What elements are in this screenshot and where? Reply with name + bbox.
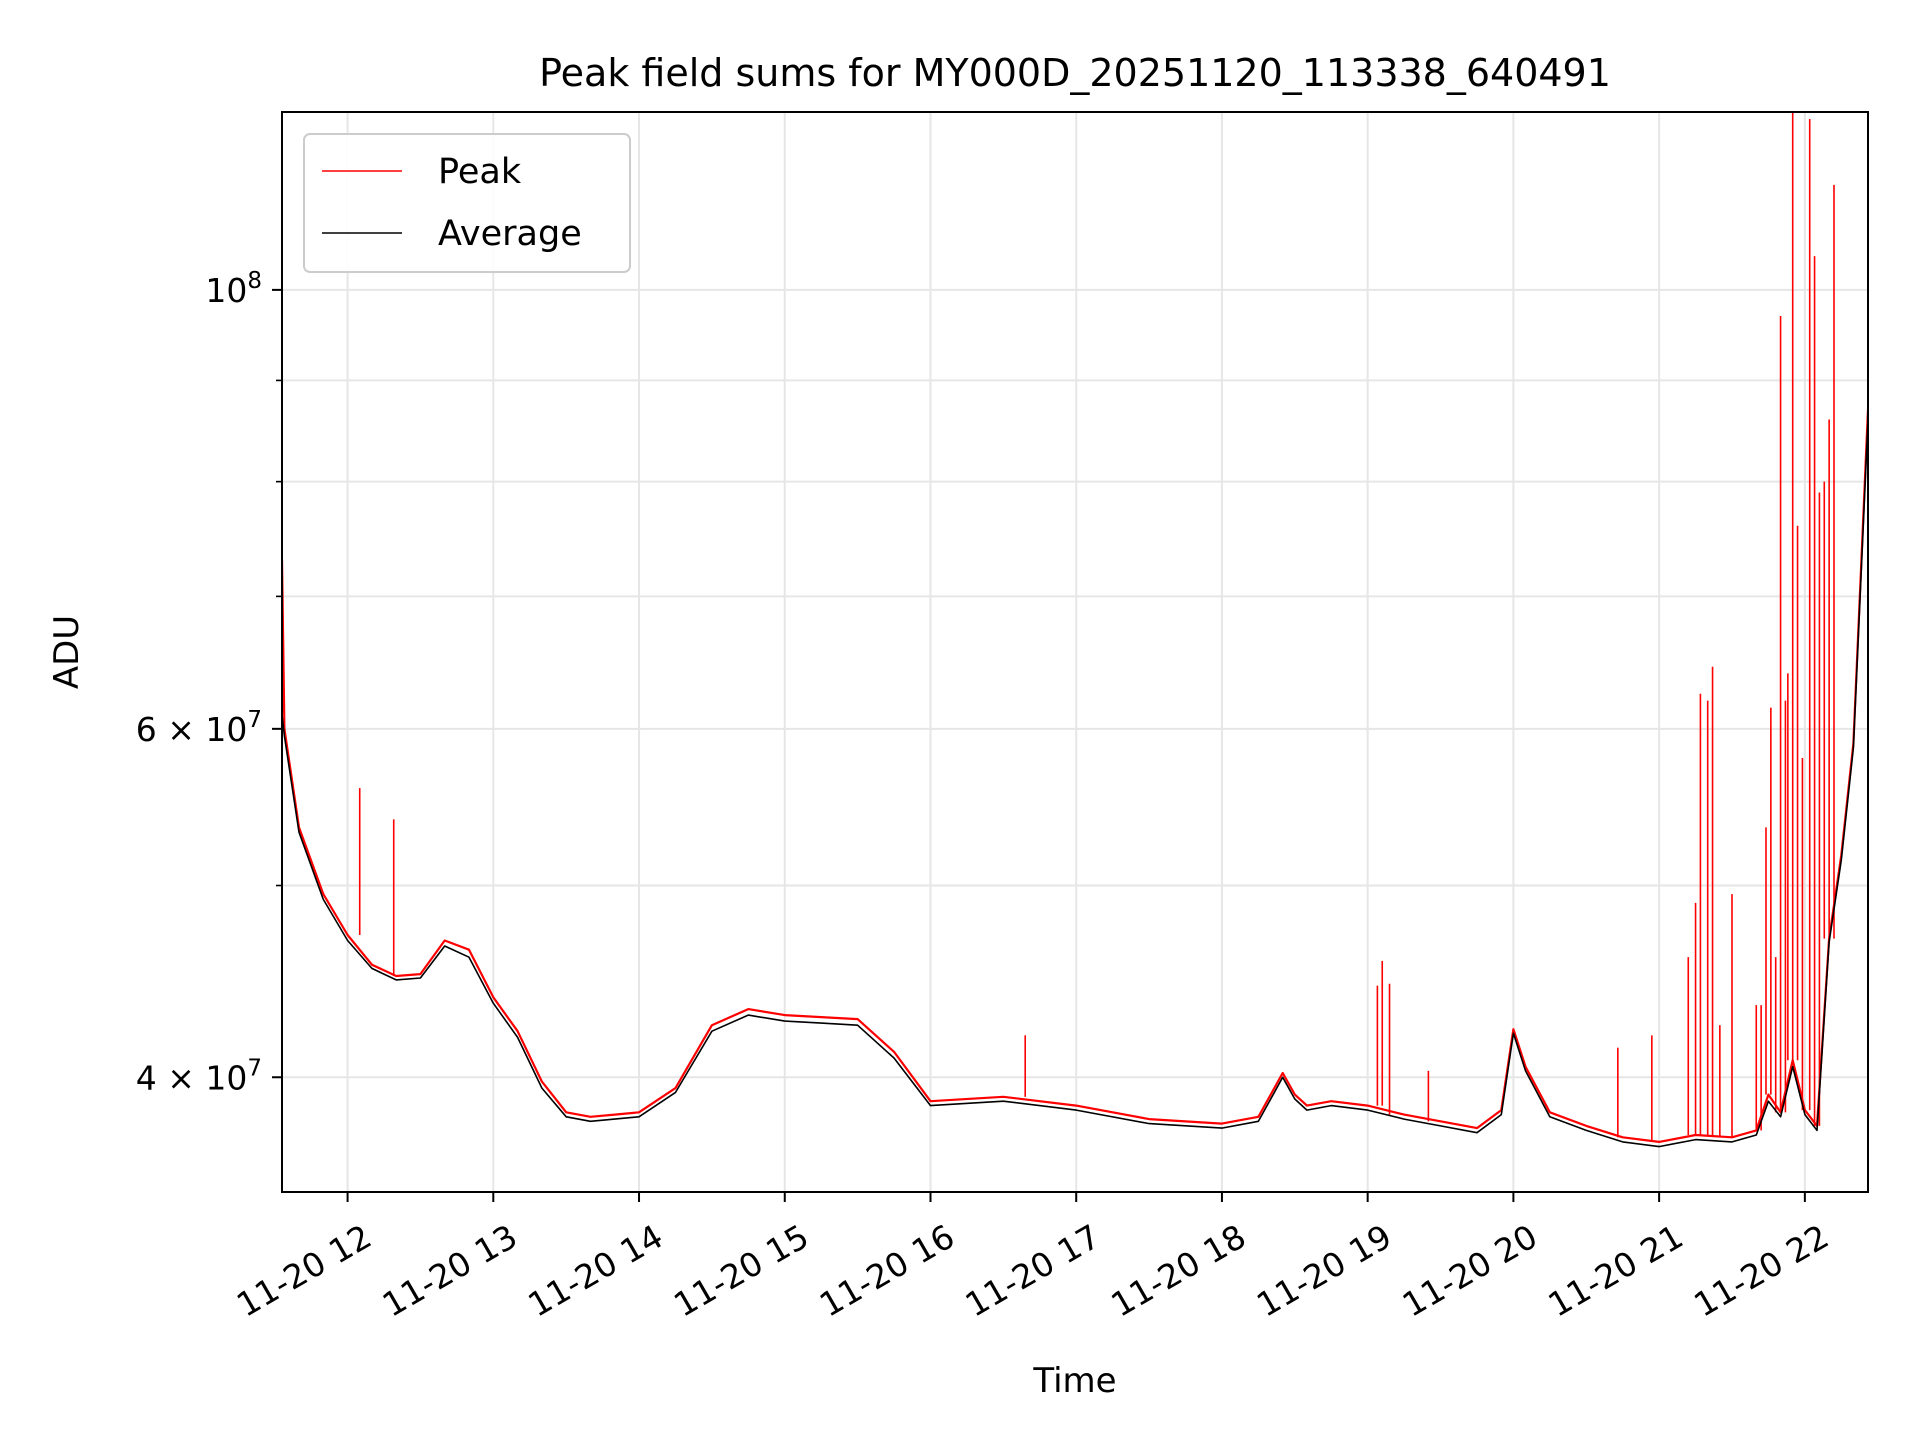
series-line-average bbox=[282, 419, 1868, 1148]
legend-label-average: Average bbox=[438, 214, 582, 254]
y-tick-label: 6 × 107 bbox=[136, 707, 262, 749]
legend-label-peak: Peak bbox=[438, 152, 522, 192]
y-tick-label: 108 bbox=[205, 268, 262, 310]
y-tick-label: 4 × 107 bbox=[136, 1055, 262, 1097]
x-axis-label: Time bbox=[1032, 1361, 1116, 1401]
y-axis-label: ADU bbox=[47, 615, 87, 689]
plot-frame bbox=[281, 111, 1869, 1193]
series-layer bbox=[282, 112, 1868, 1148]
legend-box bbox=[303, 133, 631, 273]
grid-layer bbox=[282, 112, 1868, 1192]
series-line-peak bbox=[282, 409, 1868, 1144]
legend: Peak Average bbox=[303, 133, 631, 273]
chart-title: Peak field sums for MY000D_20251120_1133… bbox=[539, 51, 1611, 95]
